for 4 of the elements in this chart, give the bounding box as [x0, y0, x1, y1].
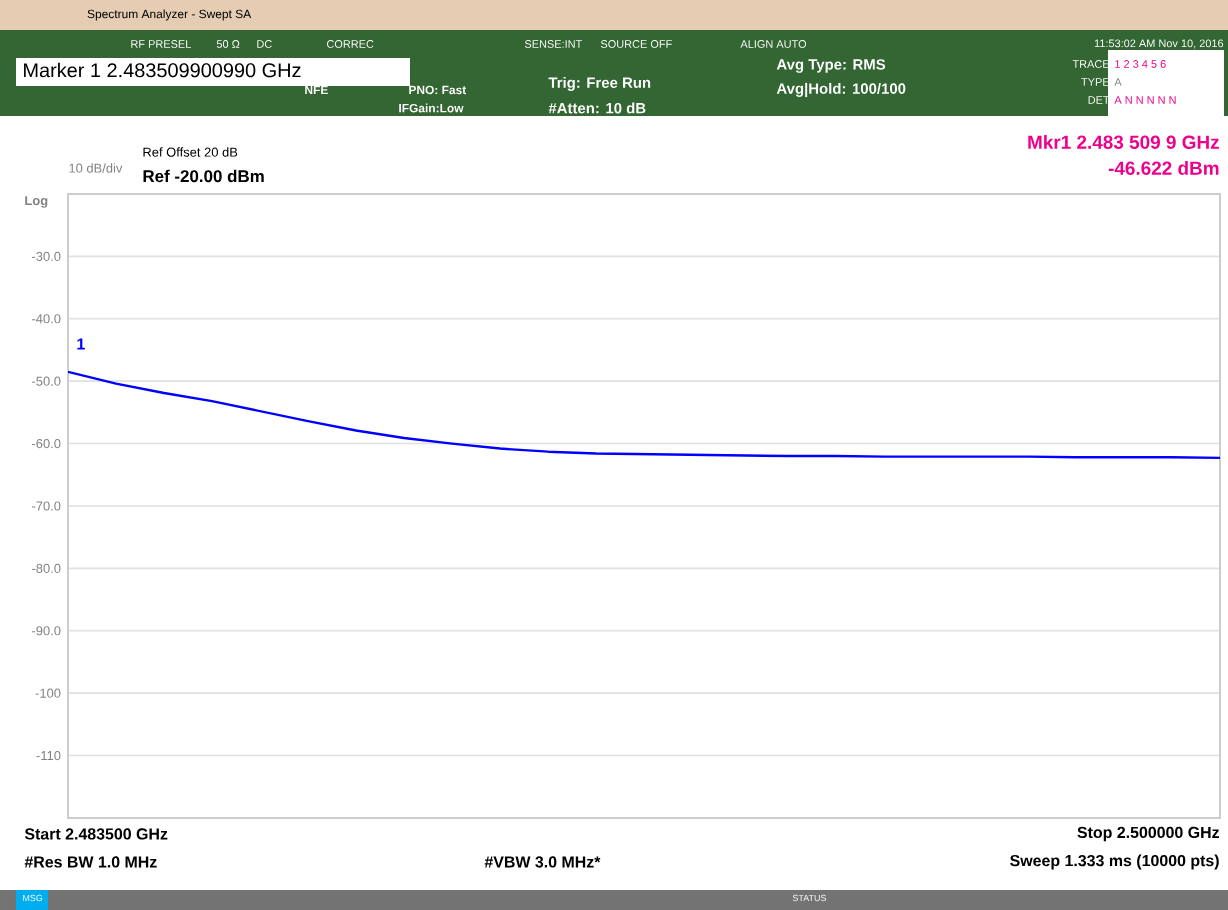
text: Marker 1 2.483509900990 GHz	[24, 62, 301, 78]
text: -46.622 dBm	[1108, 161, 1219, 175]
text: Ref -20.00 dBm	[143, 169, 264, 183]
text: Mkr1 2.483 509 9 GHz	[1028, 135, 1219, 149]
